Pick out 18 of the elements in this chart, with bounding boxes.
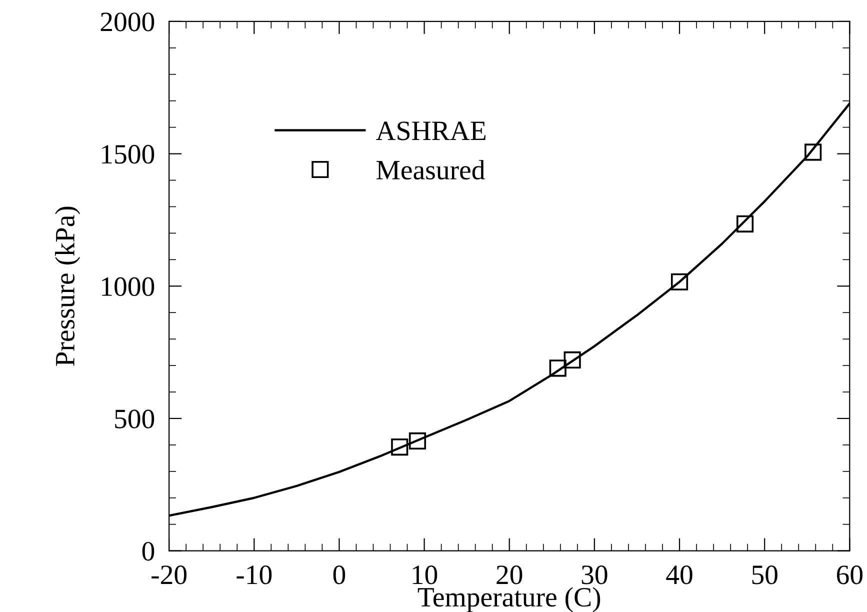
y-tick-label: 500 — [115, 410, 154, 428]
x-tick-label: -10 — [236, 565, 272, 584]
x-tick-label: 30 — [582, 565, 608, 584]
y-tick-label: 2000 — [100, 12, 154, 32]
x-tick-label: 50 — [752, 565, 778, 584]
y-tick-label: 0 — [142, 542, 154, 561]
x-tick-label: 60 — [836, 565, 862, 584]
legend-label: ASHRAE — [376, 122, 486, 140]
y-axis-title: Pressure (kPa) — [54, 206, 80, 366]
y-tick-label: 1000 — [102, 277, 154, 296]
legend-label: Measured — [376, 160, 485, 180]
y-tick-label: 1500 — [102, 144, 154, 164]
x-tick-label: 40 — [666, 565, 692, 584]
x-axis-title: Temperature (C) — [418, 587, 600, 612]
x-tick-label: 0 — [333, 565, 346, 584]
x-tick-label: -20 — [152, 565, 187, 584]
x-tick-label: 10 — [412, 565, 438, 584]
x-tick-label: 20 — [496, 565, 522, 584]
